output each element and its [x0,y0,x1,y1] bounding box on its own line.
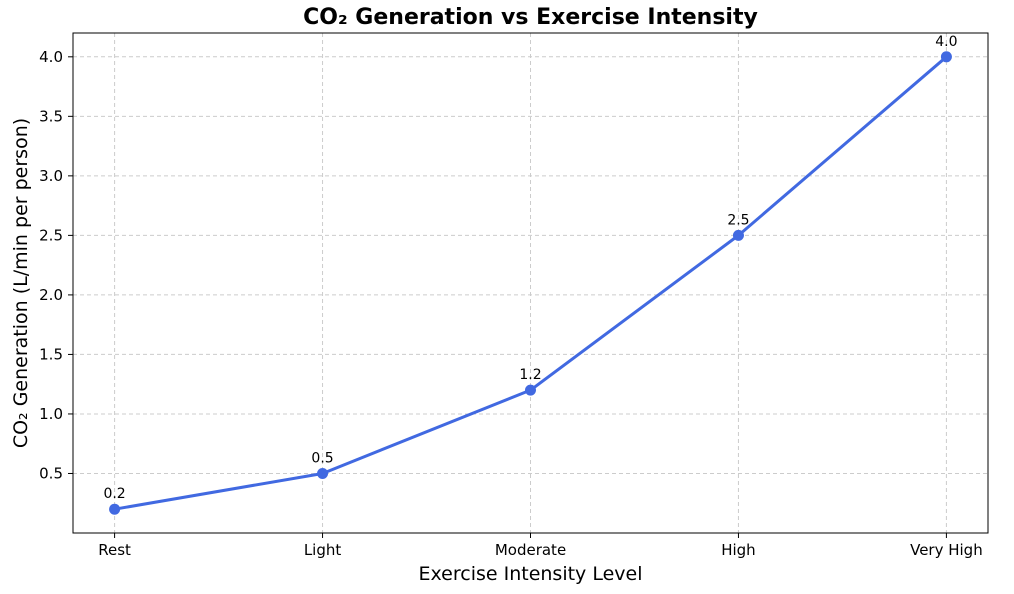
y-tick-label: 0.5 [39,464,63,482]
data-point-label: 0.5 [311,450,333,466]
y-tick-label: 2.0 [39,286,63,304]
x-tick-label: Moderate [495,541,566,559]
data-point [732,229,744,241]
data-point [940,51,952,63]
x-tick-label: Light [304,541,342,559]
data-point-label: 2.5 [727,212,749,228]
y-tick-label: 3.0 [39,167,63,185]
data-point [317,467,329,479]
x-axis-label: Exercise Intensity Level [418,563,643,585]
y-tick-label: 1.0 [39,405,63,423]
data-point-label: 0.2 [103,486,125,502]
data-point-label: 1.2 [519,367,541,383]
data-point-label: 4.0 [935,34,957,50]
axes-border [72,32,989,534]
x-tick-label: Rest [98,541,131,559]
y-tick-label: 4.0 [39,48,63,66]
data-point [525,384,536,396]
y-tick-label: 1.5 [39,345,63,363]
y-axis-label: CO₂ Generation (L/min per person) [10,117,32,449]
y-tick-label: 2.5 [39,226,63,244]
data-point [109,503,121,515]
y-tick-label: 3.5 [39,107,63,125]
x-tick-label: Very High [910,541,983,559]
x-tick-label: High [721,541,755,559]
chart-title: CO₂ Generation vs Exercise Intensity [303,5,758,30]
